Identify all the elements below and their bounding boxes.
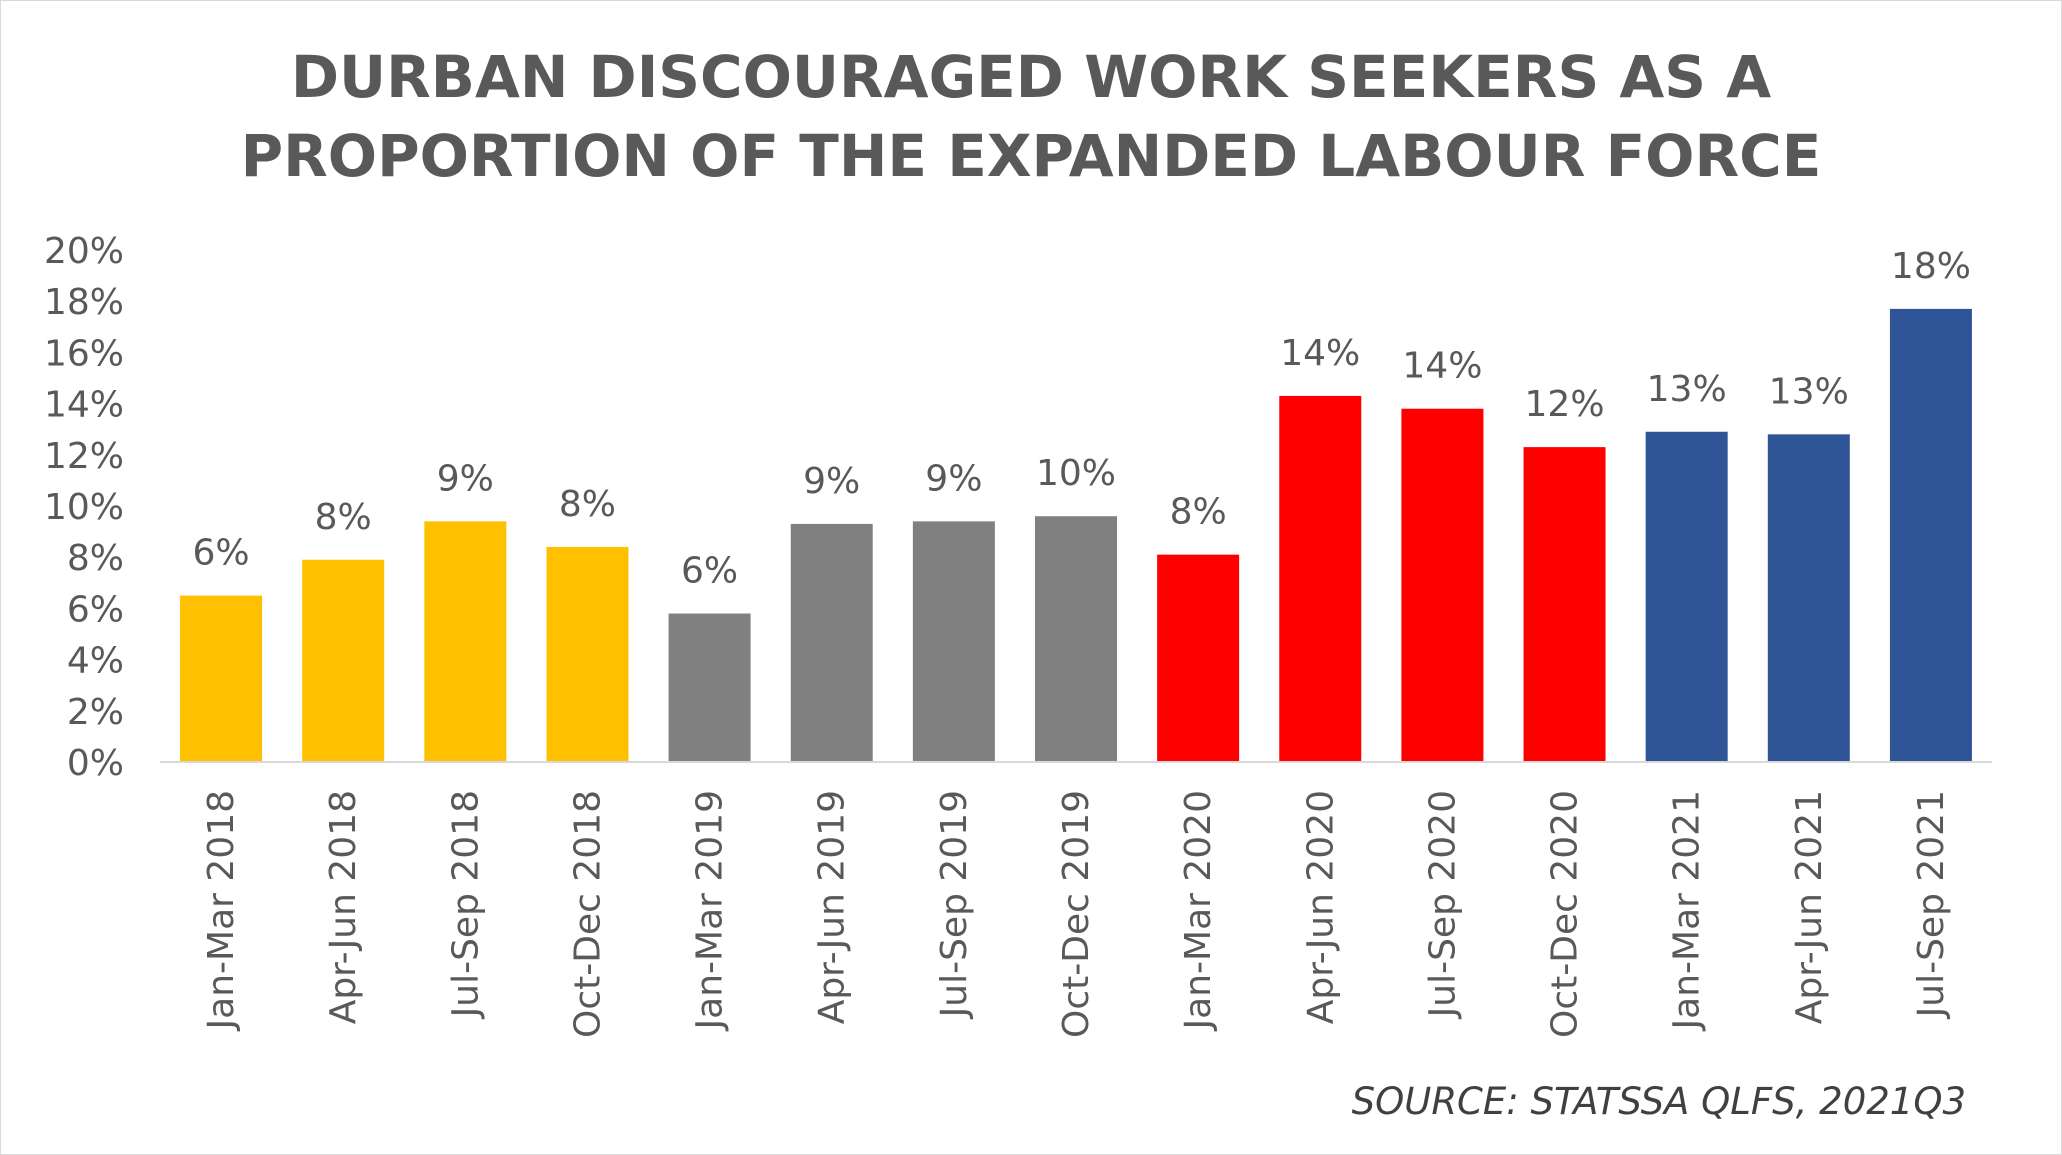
bar [668, 613, 751, 762]
data-label: 13% [1647, 369, 1727, 410]
x-tick-label: Jul-Sep 2021 [1911, 790, 1952, 1019]
bar [1645, 431, 1728, 762]
y-tick-label: 0% [67, 743, 124, 784]
y-tick-label: 2% [67, 692, 124, 733]
x-tick-label: Jan-Mar 2020 [1178, 790, 1219, 1031]
x-tick-label: Jul-Sep 2018 [445, 790, 486, 1019]
x-tick-label: Oct-Dec 2020 [1545, 790, 1586, 1038]
bar [546, 546, 629, 762]
data-label: 10% [1036, 453, 1116, 494]
chart-title-line-2: PROPORTION OF THE EXPANDED LABOUR FORCE [240, 122, 1822, 190]
bar [424, 521, 507, 762]
y-tick-label: 10% [44, 487, 124, 528]
bar [1889, 308, 1972, 762]
x-tick-label: Oct-Dec 2019 [1056, 790, 1097, 1038]
x-tick-label: Jan-Mar 2021 [1667, 790, 1708, 1031]
chart-title-line-1: DURBAN DISCOURAGED WORK SEEKERS AS A [290, 43, 1772, 111]
bar [790, 523, 873, 762]
y-axis: 0% 2% 4% 6% 8% 10% 12% 14% 16% 18% 20% [44, 231, 124, 784]
bar [1157, 554, 1240, 762]
data-label: 8% [315, 497, 372, 538]
x-tick-label: Oct-Dec 2018 [567, 790, 608, 1038]
x-tick-label: Apr-Jun 2019 [812, 790, 853, 1024]
x-tick-label: Jan-Mar 2019 [690, 790, 731, 1031]
y-tick-label: 16% [44, 333, 124, 374]
data-label: 12% [1525, 384, 1605, 425]
x-tick-label: Apr-Jun 2018 [323, 790, 364, 1024]
bar [302, 559, 385, 762]
data-labels: 6% 8% 9% 8% 6% 9% 9% 10% 8% 14% 14% 12% 13% 13% 18% [193, 246, 1971, 592]
bar [1279, 395, 1362, 762]
data-label: 8% [1170, 492, 1227, 533]
bar [1767, 434, 1850, 762]
data-label: 14% [1402, 346, 1482, 387]
bar [1035, 516, 1117, 762]
source-note: SOURCE: STATSSA QLFS, 2021Q3 [1351, 1080, 1966, 1123]
data-label: 6% [193, 533, 250, 574]
x-axis: Jan-Mar 2018 Apr-Jun 2018 Jul-Sep 2018 Oct-… [201, 790, 1952, 1038]
x-tick-label: Apr-Jun 2020 [1300, 790, 1341, 1024]
bar [180, 595, 263, 762]
chart-title: DURBAN DISCOURAGED WORK SEEKERS AS A PRO… [0, 38, 2062, 196]
data-label: 6% [681, 551, 738, 592]
data-label: 9% [803, 461, 860, 502]
x-tick-label: Jul-Sep 2020 [1422, 790, 1463, 1019]
y-tick-label: 6% [67, 589, 124, 630]
bar [912, 521, 995, 762]
data-label: 9% [925, 458, 982, 499]
bars [180, 308, 1972, 762]
data-label: 8% [559, 484, 616, 525]
x-tick-label: Jan-Mar 2018 [201, 790, 242, 1031]
x-tick-label: Apr-Jun 2021 [1789, 790, 1830, 1024]
data-label: 9% [437, 458, 494, 499]
bar [1401, 408, 1484, 762]
data-label: 13% [1769, 371, 1849, 412]
y-tick-label: 14% [44, 385, 124, 426]
y-tick-label: 18% [44, 282, 124, 323]
data-label: 18% [1891, 246, 1971, 287]
x-tick-label: Jul-Sep 2019 [934, 790, 975, 1019]
y-tick-label: 8% [67, 538, 124, 579]
y-tick-label: 20% [44, 231, 124, 272]
y-tick-label: 12% [44, 436, 124, 477]
data-label: 14% [1280, 333, 1360, 374]
y-tick-label: 4% [67, 641, 124, 682]
bar [1523, 447, 1606, 762]
